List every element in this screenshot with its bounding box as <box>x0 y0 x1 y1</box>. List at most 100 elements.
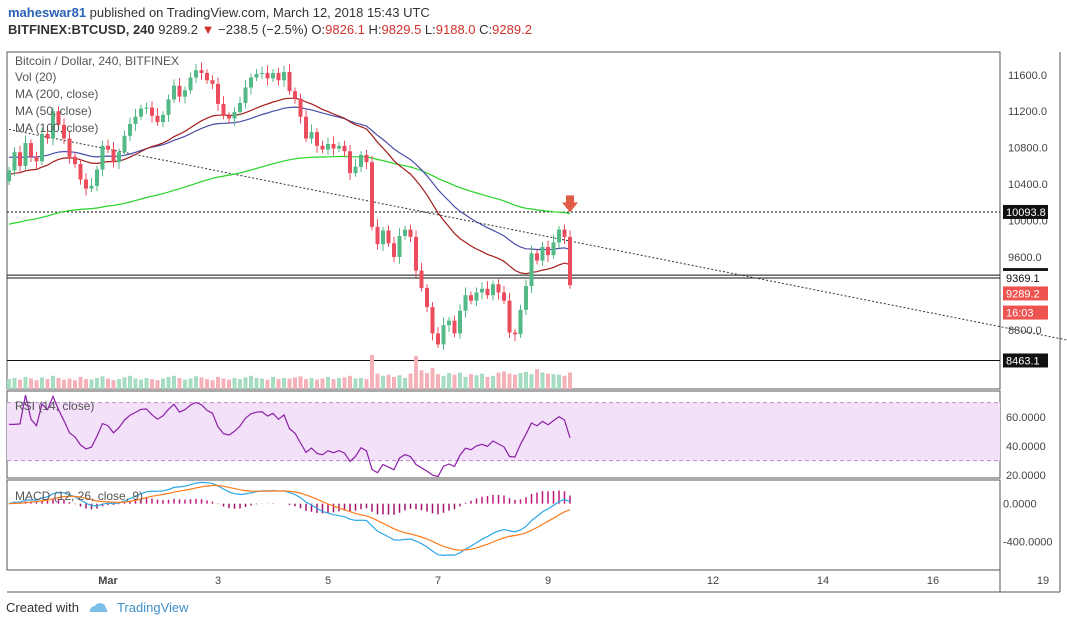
tradingview-link[interactable]: TradingView <box>116 600 189 615</box>
candle-body <box>7 170 11 182</box>
volume-bar <box>205 379 209 389</box>
candle-body <box>78 164 83 180</box>
chart-texts: Bitcoin / Dollar, 240, BITFINEX Vol (20) M… <box>15 54 1053 587</box>
candle-body <box>67 138 72 157</box>
candle-body <box>18 152 22 166</box>
volume-bar <box>282 378 286 389</box>
candle-body <box>337 145 341 149</box>
price-tick-label: 9600.0 <box>1008 252 1042 264</box>
volume-bar <box>155 380 160 389</box>
volume-bar <box>381 375 385 389</box>
volume-bar <box>166 376 171 389</box>
low-value: 9188.0 <box>435 22 476 37</box>
candle-body <box>353 166 358 174</box>
down-arrow-icon <box>562 195 578 213</box>
volume-bar <box>210 380 215 389</box>
volume-bar <box>40 377 44 389</box>
volume-bar <box>232 378 237 389</box>
candle-body <box>452 320 457 334</box>
volume-bar <box>337 378 341 389</box>
price-tick-label: 10800.0 <box>1008 143 1048 155</box>
candle-body <box>282 72 286 81</box>
author-link[interactable]: maheswar81 <box>8 5 87 20</box>
candle-body <box>386 230 391 244</box>
volume-bar <box>474 375 479 389</box>
volume-bar <box>535 369 539 389</box>
x-tick-label: 7 <box>435 575 441 587</box>
candle-body <box>326 143 330 150</box>
volume-bar <box>161 378 165 389</box>
signal-line <box>8 484 571 551</box>
volume-bar <box>414 356 418 389</box>
volume-bar <box>491 375 495 389</box>
volume-bar <box>430 368 435 389</box>
volume-bar <box>221 378 226 389</box>
legend-item: MA (200, close) <box>15 87 98 101</box>
volume-bar <box>326 376 330 389</box>
x-tick-label: 5 <box>325 575 331 587</box>
candle-body <box>320 145 325 150</box>
rsi-tick-label: 40.0000 <box>1006 441 1046 453</box>
symbol-header: BITFINEX:BTCUSD, 240 9289.2 ▼ −238.5 (−2… <box>8 22 532 37</box>
candle-body <box>106 145 110 150</box>
candle-body <box>177 85 182 97</box>
rsi-tick-label: 60.0000 <box>1006 412 1046 424</box>
candle-body <box>408 229 413 237</box>
volume-bar <box>122 377 127 389</box>
candle-body <box>150 107 154 116</box>
volume-bar <box>397 375 402 389</box>
candle-body <box>111 149 116 163</box>
candle-body <box>348 151 352 174</box>
volume-bar <box>100 376 105 389</box>
macd-line <box>8 481 571 557</box>
candle-body <box>95 169 99 186</box>
volume-bar <box>172 375 176 389</box>
volume-bar <box>502 371 506 389</box>
candle-body <box>315 132 319 146</box>
volume-bar <box>95 378 99 389</box>
volume-bar <box>183 379 187 389</box>
candle-body <box>144 107 149 109</box>
candle-body <box>265 72 270 79</box>
volume-bar <box>51 375 55 389</box>
candle-body <box>117 152 121 163</box>
candle-body <box>100 145 105 170</box>
price-tick-label: 10400.0 <box>1008 179 1048 191</box>
volume-bar <box>106 378 110 389</box>
legend-item: MA (50, close) <box>15 104 92 118</box>
volume-bar <box>271 376 275 389</box>
volume-bar <box>386 374 391 389</box>
high-value: 9829.5 <box>381 22 422 37</box>
volume-bar <box>419 370 424 389</box>
candle-body <box>194 70 198 78</box>
volume-bar <box>518 373 523 389</box>
candle-body <box>155 115 160 123</box>
volume-bar <box>447 373 451 389</box>
candle-body <box>419 270 424 288</box>
volume-bar <box>227 379 231 389</box>
volume-bar <box>359 378 363 389</box>
volume-bar <box>111 380 116 389</box>
candle-body <box>540 246 545 261</box>
candle-body <box>188 77 193 91</box>
candle-body <box>447 320 451 326</box>
volume-bar <box>529 374 534 389</box>
tag-level-b-bg <box>1003 270 1048 285</box>
candle-body <box>287 72 292 92</box>
volume-bar <box>18 379 22 389</box>
candle-body <box>238 103 242 113</box>
volume-bar <box>364 379 369 389</box>
open-value: 9826.1 <box>325 22 365 37</box>
footer: Created with TradingView <box>6 600 189 615</box>
candle-body <box>276 72 281 81</box>
volume-bar <box>452 374 457 389</box>
volume-bar <box>177 378 182 389</box>
publish-info: published on TradingView.com, March 12, … <box>86 5 430 20</box>
tag-countdown: 16:03 <box>1006 308 1034 320</box>
volume-bar <box>513 374 517 389</box>
volume-bar <box>194 376 198 389</box>
candle-body <box>34 156 39 162</box>
candle-body <box>293 91 297 99</box>
high-label: H: <box>368 22 382 37</box>
